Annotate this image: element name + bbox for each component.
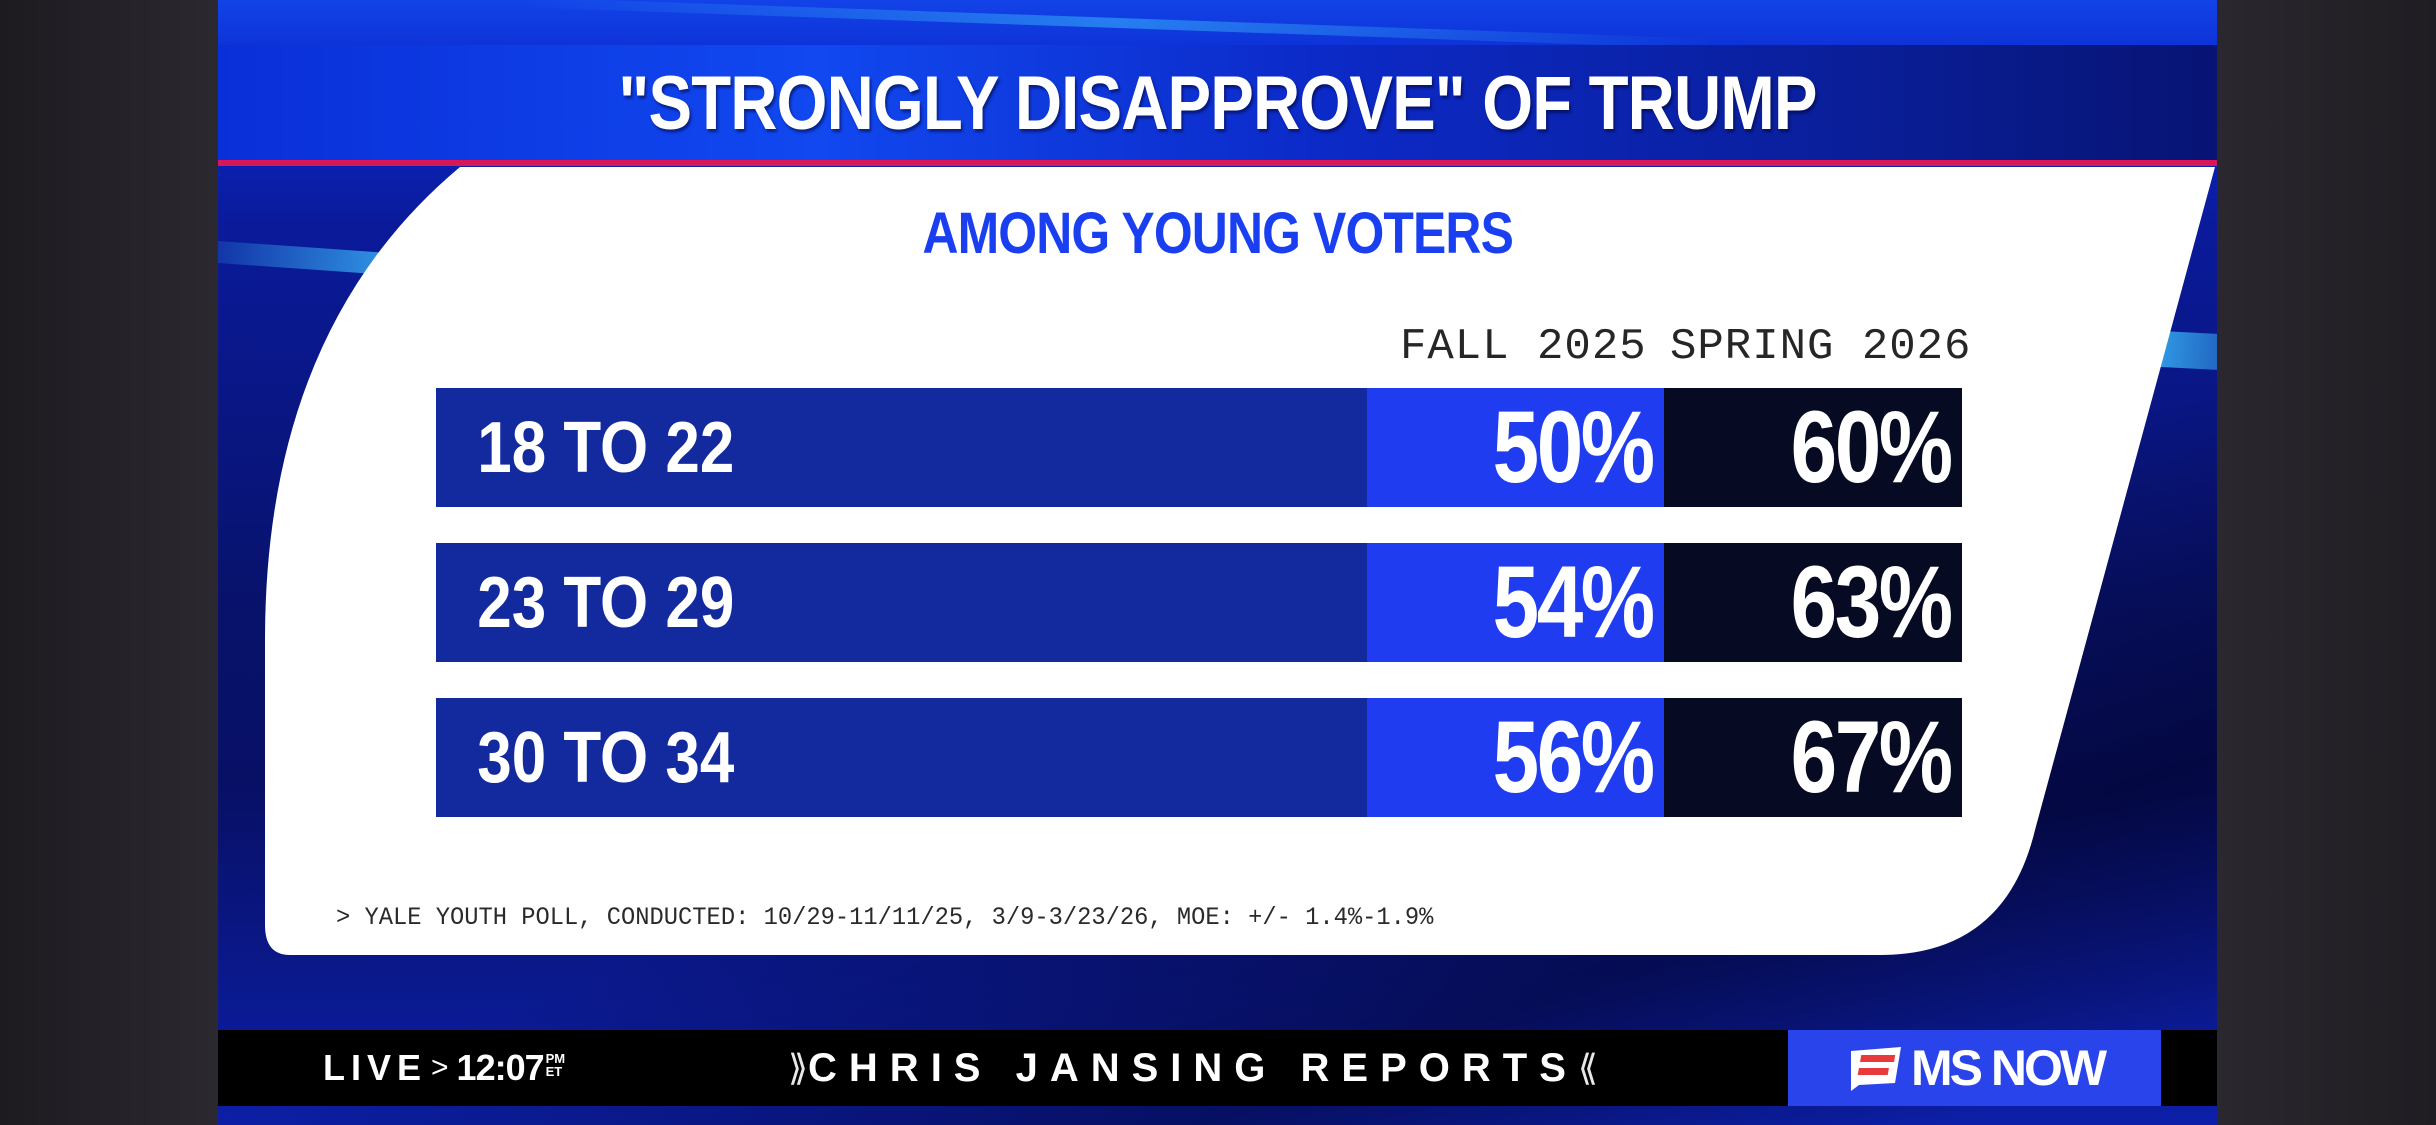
fall-value-cell: 56%: [1367, 698, 1664, 817]
live-indicator: LIVE > 12:07 PM ET: [323, 1030, 565, 1106]
row-label-cell: 18 TO 22: [436, 388, 1367, 507]
column-header-spring: SPRING 2026: [1670, 322, 1972, 372]
fall-value: 56%: [1492, 700, 1654, 814]
left-letterbox: [0, 0, 218, 1125]
table-row: 30 TO 34 56% 67%: [436, 698, 1962, 817]
fall-value-cell: 50%: [1367, 388, 1664, 507]
live-label: LIVE: [323, 1047, 428, 1088]
chevron-right-icon: >: [431, 1051, 449, 1084]
spring-value: 67%: [1790, 700, 1952, 814]
network-logo: MS NOW: [1788, 1030, 2161, 1106]
graphic-subtitle: AMONG YOUNG VOTERS: [922, 201, 1513, 266]
time-suffix: PM ET: [546, 1052, 566, 1078]
title-underline: [218, 160, 2217, 166]
fall-value: 54%: [1492, 545, 1654, 659]
source-footnote: > YALE YOUTH POLL, CONDUCTED: 10/29-11/1…: [336, 903, 1434, 932]
right-letterbox: [2217, 0, 2436, 1125]
lower-third-ticker: LIVE > 12:07 PM ET ⟫ CHRIS JANSING REPOR…: [218, 1030, 2217, 1106]
table-row: 18 TO 22 50% 60%: [436, 388, 1962, 507]
network-name: MS NOW: [1910, 1040, 2107, 1096]
title-band: "STRONGLY DISAPPROVE" OF TRUMP: [218, 45, 2217, 162]
show-title: ⟫ CHRIS JANSING REPORTS ⟪: [788, 1030, 1598, 1106]
age-group-label: 23 TO 29: [477, 562, 735, 643]
fall-value-cell: 54%: [1367, 543, 1664, 662]
clock-time: 12:07: [456, 1047, 545, 1088]
graphic-title: "STRONGLY DISAPPROVE" OF TRUMP: [618, 61, 1817, 146]
table-row: 23 TO 29 54% 63%: [436, 543, 1962, 662]
flag-icon: [1850, 1047, 1901, 1091]
spring-value-cell: 67%: [1664, 698, 1962, 817]
age-group-label: 30 TO 34: [477, 717, 735, 798]
row-label-cell: 30 TO 34: [436, 698, 1367, 817]
time-zone: ET: [545, 1064, 563, 1079]
age-group-label: 18 TO 22: [477, 407, 735, 488]
show-name: CHRIS JANSING REPORTS: [808, 1045, 1578, 1090]
column-header-fall: FALL 2025: [1400, 322, 1647, 372]
spring-value: 60%: [1790, 390, 1952, 504]
am-pm: PM: [545, 1051, 566, 1066]
fall-value: 50%: [1492, 390, 1654, 504]
double-chevron-right-icon: ⟫: [788, 1047, 809, 1088]
double-chevron-left-icon: ⟪: [1577, 1047, 1598, 1088]
row-label-cell: 23 TO 29: [436, 543, 1367, 662]
spring-value-cell: 60%: [1664, 388, 1962, 507]
spring-value: 63%: [1790, 545, 1952, 659]
spring-value-cell: 63%: [1664, 543, 1962, 662]
